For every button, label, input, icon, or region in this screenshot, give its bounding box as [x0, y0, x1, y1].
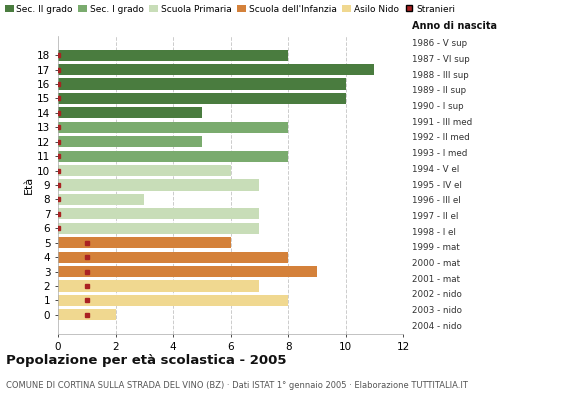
Bar	[58, 223, 259, 234]
Text: 1993 - I med: 1993 - I med	[412, 149, 467, 158]
Text: 1996 - III el: 1996 - III el	[412, 196, 461, 205]
Legend: Sec. II grado, Sec. I grado, Scuola Primaria, Scuola dell'Infanzia, Asilo Nido, : Sec. II grado, Sec. I grado, Scuola Prim…	[5, 4, 455, 14]
Text: 2004 - nido: 2004 - nido	[412, 322, 462, 331]
Text: 1986 - V sup: 1986 - V sup	[412, 39, 467, 48]
Text: Anno di nascita: Anno di nascita	[412, 21, 497, 31]
Bar	[58, 208, 259, 220]
Text: 1997 - II el: 1997 - II el	[412, 212, 459, 221]
Text: 1992 - II med: 1992 - II med	[412, 134, 470, 142]
Text: 2002 - nido: 2002 - nido	[412, 290, 462, 299]
Text: 2001 - mat: 2001 - mat	[412, 275, 461, 284]
Bar	[58, 165, 230, 176]
Y-axis label: Età: Età	[24, 176, 34, 194]
Text: 1988 - III sup: 1988 - III sup	[412, 71, 469, 80]
Text: 1994 - V el: 1994 - V el	[412, 165, 459, 174]
Bar	[58, 280, 259, 292]
Text: 1998 - I el: 1998 - I el	[412, 228, 456, 236]
Text: 2000 - mat: 2000 - mat	[412, 259, 461, 268]
Text: 1990 - I sup: 1990 - I sup	[412, 102, 464, 111]
Bar	[58, 78, 346, 90]
Bar	[58, 252, 288, 263]
Text: 1987 - VI sup: 1987 - VI sup	[412, 55, 470, 64]
Bar	[58, 295, 288, 306]
Bar	[58, 309, 115, 320]
Bar	[58, 64, 374, 75]
Bar	[58, 266, 317, 277]
Text: 1991 - III med: 1991 - III med	[412, 118, 473, 127]
Bar	[58, 237, 230, 248]
Text: 1989 - II sup: 1989 - II sup	[412, 86, 466, 95]
Text: Popolazione per età scolastica - 2005: Popolazione per età scolastica - 2005	[6, 354, 287, 367]
Text: 1995 - IV el: 1995 - IV el	[412, 180, 462, 190]
Text: 2003 - nido: 2003 - nido	[412, 306, 462, 315]
Text: COMUNE DI CORTINA SULLA STRADA DEL VINO (BZ) · Dati ISTAT 1° gennaio 2005 · Elab: COMUNE DI CORTINA SULLA STRADA DEL VINO …	[6, 381, 467, 390]
Bar	[58, 136, 202, 147]
Bar	[58, 50, 288, 61]
Bar	[58, 194, 144, 205]
Bar	[58, 150, 288, 162]
Bar	[58, 93, 346, 104]
Bar	[58, 179, 259, 191]
Bar	[58, 122, 288, 133]
Text: 1999 - mat: 1999 - mat	[412, 243, 460, 252]
Bar	[58, 107, 202, 118]
